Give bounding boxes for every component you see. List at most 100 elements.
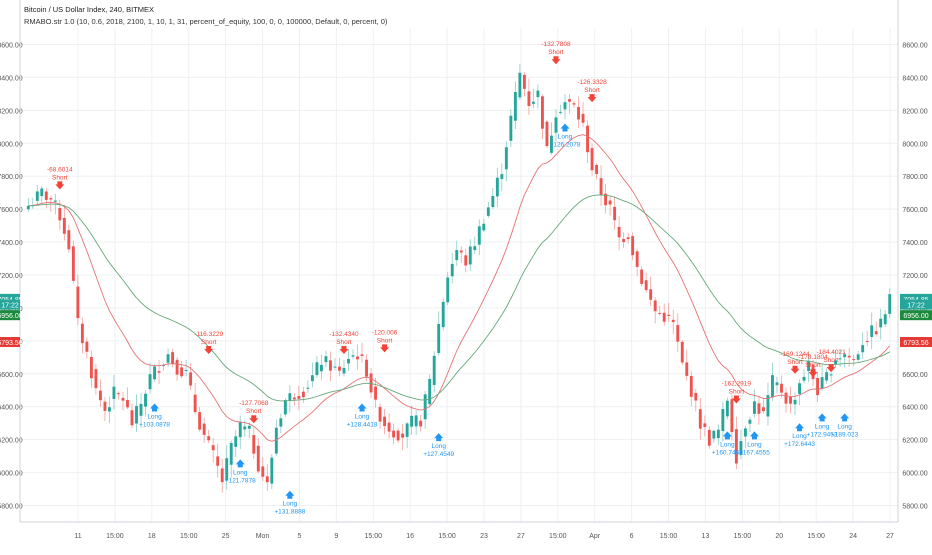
x-tick-label: 13 xyxy=(702,533,710,540)
candle-body xyxy=(653,300,657,312)
short-pnl-label: -132.4340 xyxy=(329,331,359,338)
short-arrow-icon xyxy=(339,346,349,355)
x-tick-label: 20 xyxy=(775,533,783,540)
candle-body xyxy=(107,407,111,412)
long-arrow-icon xyxy=(795,423,805,432)
candle-body xyxy=(450,263,454,277)
x-tick-label: 16 xyxy=(406,533,414,540)
candle-body xyxy=(640,269,644,284)
candle-body xyxy=(428,378,432,405)
candle-body xyxy=(292,397,296,400)
candle-body xyxy=(676,325,680,342)
long-arrow-icon xyxy=(357,403,367,412)
candle-body xyxy=(360,354,364,356)
y-tick-label-left: 7800.00 xyxy=(0,174,23,181)
candle-body xyxy=(599,178,603,196)
ma-line-rma-fast xyxy=(28,134,891,442)
candle-body xyxy=(644,280,648,291)
short-arrow-icon xyxy=(826,364,836,373)
candle-body xyxy=(725,400,729,417)
y-tick-label-left: 6400.00 xyxy=(0,405,23,412)
candle-body xyxy=(766,395,770,417)
long-arrow-icon xyxy=(840,413,850,422)
long-pnl-label: +103.0878 xyxy=(139,421,170,428)
y-tick-label-left: 6200.00 xyxy=(0,438,23,445)
short-pnl-label: -162.2919 xyxy=(722,380,752,387)
short-label: Short xyxy=(805,362,821,369)
candle-body xyxy=(175,359,179,375)
candle-body xyxy=(229,443,233,465)
candle-body xyxy=(166,354,170,363)
candle-body xyxy=(329,360,332,371)
candle-body xyxy=(509,115,513,141)
candle-body xyxy=(347,358,350,364)
candle-body xyxy=(694,392,698,401)
candle-body xyxy=(595,165,599,175)
short-arrow-icon xyxy=(808,369,818,378)
candle-body xyxy=(342,368,346,374)
candle-body xyxy=(89,357,93,379)
candle-body xyxy=(441,301,445,328)
candle-body xyxy=(126,400,129,408)
long-arrow-icon xyxy=(150,403,160,412)
candle-body xyxy=(604,193,608,206)
long-arrow-icon xyxy=(749,431,759,440)
candle-body xyxy=(94,369,98,389)
candle-body xyxy=(310,375,314,382)
long-pnl-label: +172.9452 xyxy=(807,431,838,438)
candle-body xyxy=(35,191,39,201)
y-tick-label-right: 8400.00 xyxy=(902,75,927,82)
long-pnl-label: +127.4549 xyxy=(423,451,454,458)
candle-body xyxy=(671,319,675,323)
candle-body xyxy=(180,367,184,377)
candle-body xyxy=(432,355,436,385)
candle-body xyxy=(40,188,44,197)
candle-body xyxy=(554,117,558,133)
x-tick-label: 25 xyxy=(222,533,230,540)
candle-body xyxy=(762,407,765,412)
candle-body xyxy=(527,91,531,106)
candle-body xyxy=(148,374,152,390)
candle-body xyxy=(852,359,856,361)
candle-body xyxy=(721,409,725,432)
candle-body xyxy=(536,90,540,98)
y-tick-label-right: 5800.00 xyxy=(902,504,927,511)
candle-body xyxy=(85,341,89,352)
candle-body xyxy=(76,286,80,319)
candle-body xyxy=(631,236,635,256)
long-label: Long xyxy=(837,423,852,430)
candle-body xyxy=(62,217,66,234)
candle-body xyxy=(757,403,761,414)
candle-body xyxy=(324,356,328,363)
candle-body xyxy=(870,325,874,337)
short-label: Short xyxy=(246,408,262,415)
price-label-bg-left xyxy=(0,299,20,310)
y-tick-label-left: 8600.00 xyxy=(0,42,23,49)
candle-body xyxy=(662,312,666,322)
candle-body xyxy=(680,341,684,363)
candle-body xyxy=(392,430,396,438)
x-tick-label: 6 xyxy=(630,533,634,540)
candle-body xyxy=(270,457,274,484)
y-tick-label-right: 6400.00 xyxy=(902,405,927,412)
candle-body xyxy=(545,121,549,147)
short-pnl-label: -132.7808 xyxy=(541,41,571,48)
short-pnl-label: -126.3328 xyxy=(577,79,607,86)
long-label: Long xyxy=(283,501,298,508)
candle-body xyxy=(225,458,229,481)
y-tick-label-left: 6000.00 xyxy=(0,471,23,478)
short-pnl-label: -68.6014 xyxy=(47,166,73,173)
long-pnl-label: +126.2078 xyxy=(550,142,581,149)
short-pnl-label: -127.7068 xyxy=(239,400,269,407)
candle-body xyxy=(856,354,860,360)
short-arrow-icon xyxy=(587,94,597,103)
x-tick-label: 23 xyxy=(480,533,488,540)
chart-title: Bitcoin / US Dollar Index, 240, BITMEX xyxy=(24,5,155,14)
candle-body xyxy=(477,226,481,245)
candle-body xyxy=(261,466,265,477)
x-tick-label: 15:00 xyxy=(734,533,752,540)
long-label: Long xyxy=(431,443,446,450)
candle-body xyxy=(387,422,391,432)
candle-body xyxy=(667,314,671,317)
candle-body xyxy=(685,362,689,376)
